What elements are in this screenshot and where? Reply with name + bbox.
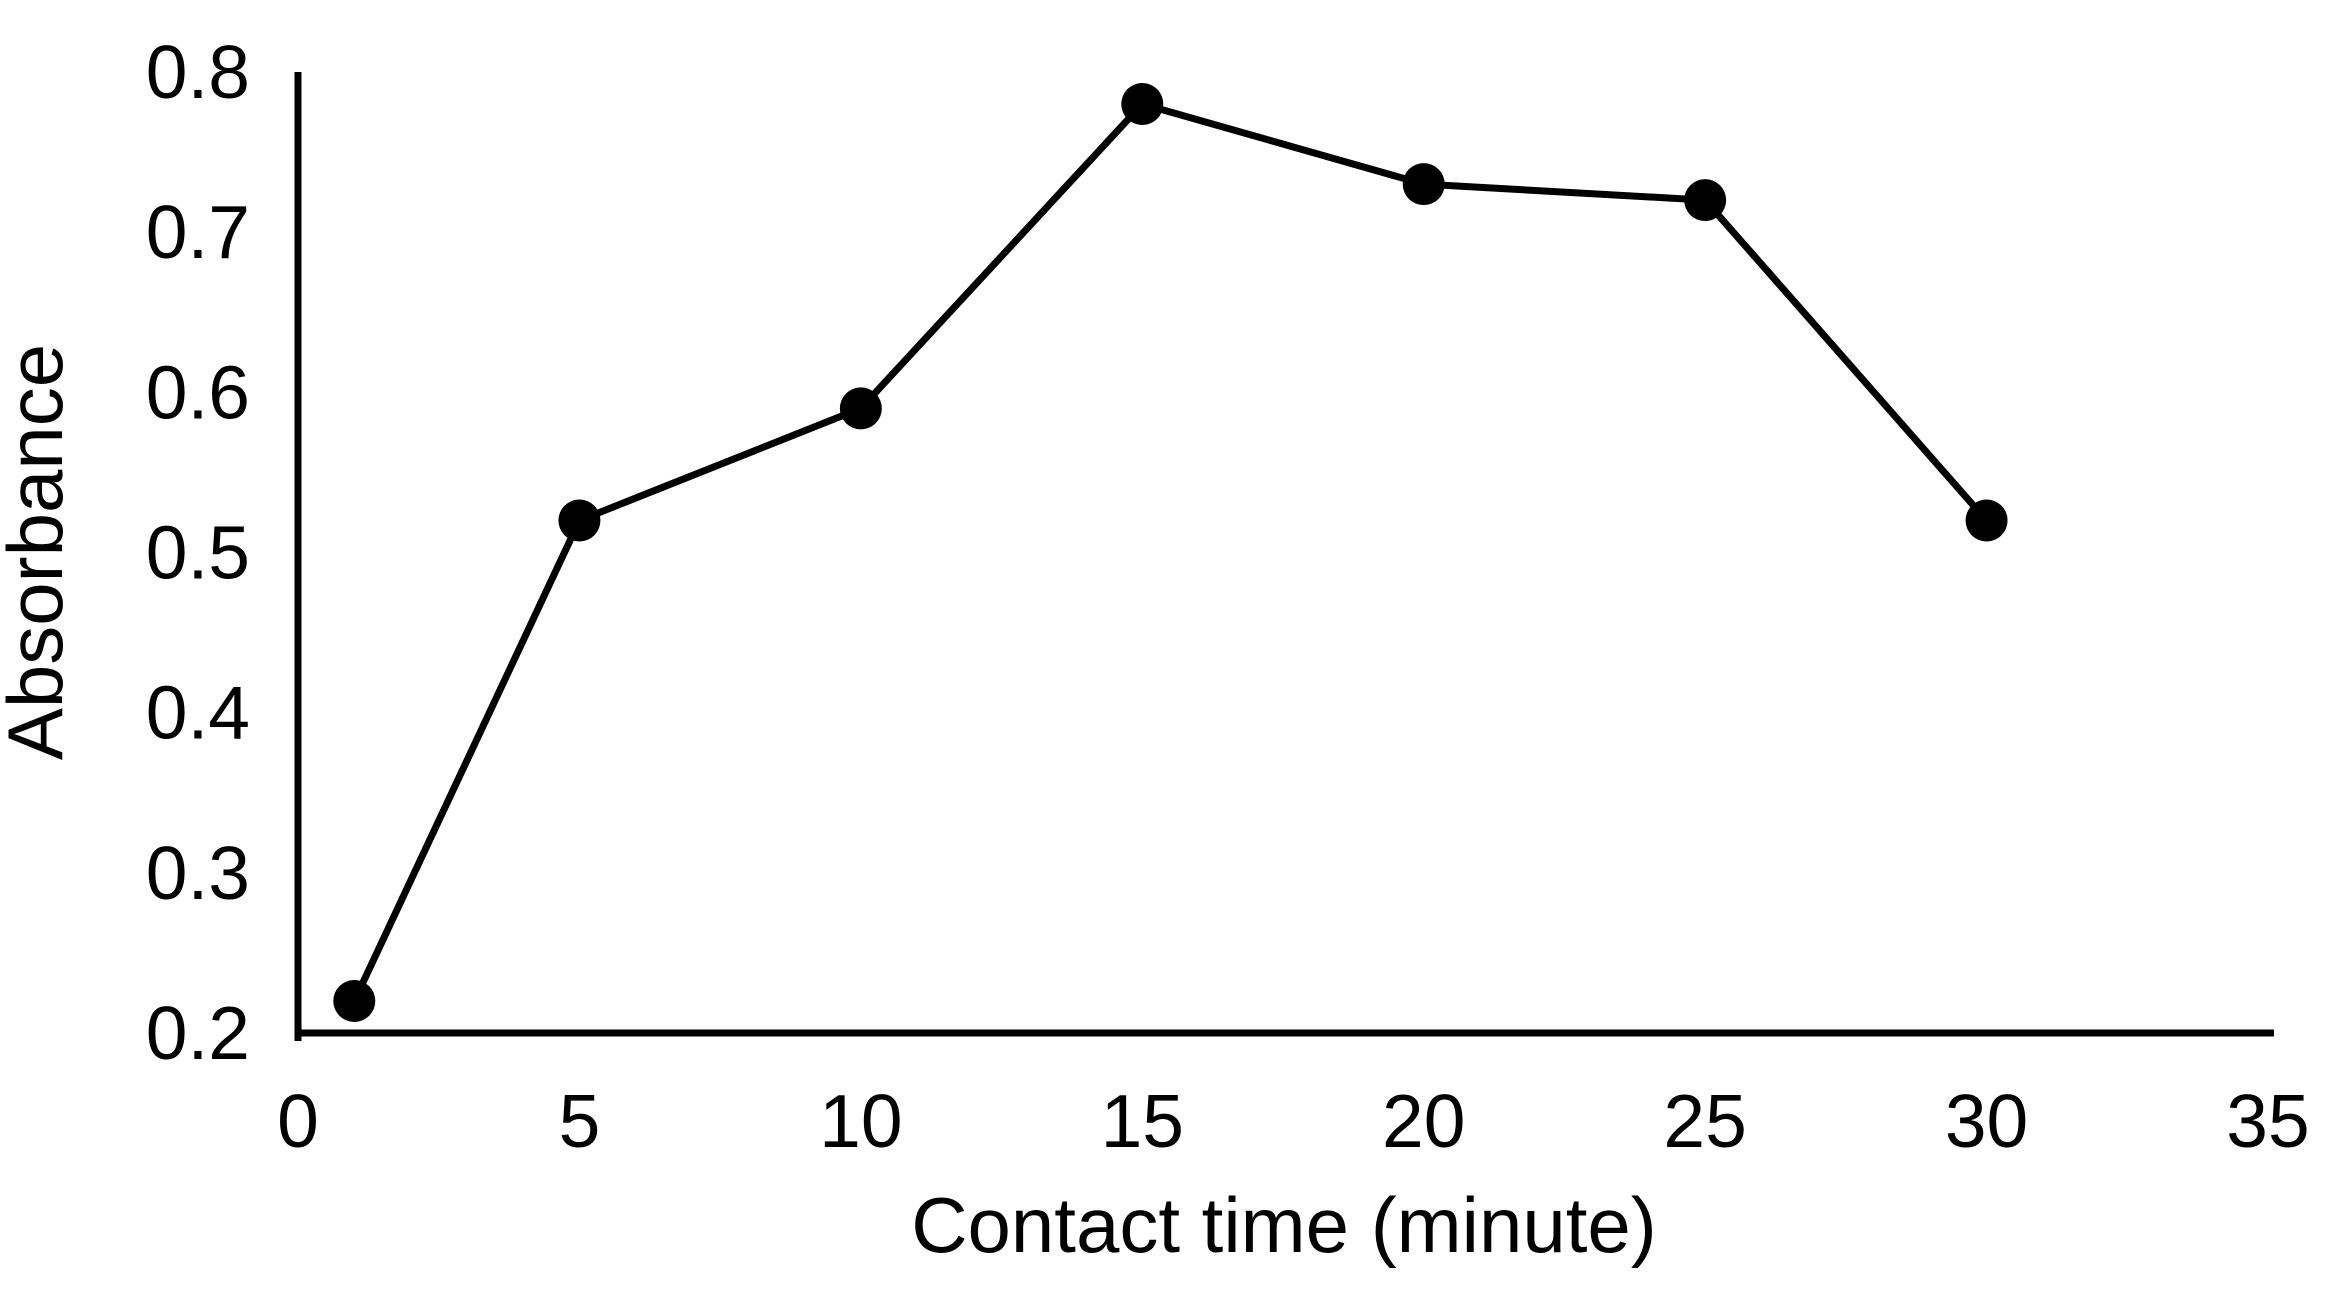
x-tick-label: 25 [1663,1079,1746,1163]
data-point [1684,179,1727,222]
x-tick-label: 15 [1101,1079,1184,1163]
x-tick-label: 35 [2226,1079,2309,1163]
x-tick-label: 5 [559,1079,601,1163]
y-tick-label: 0.7 [146,190,250,274]
x-tick-label: 20 [1382,1079,1465,1163]
data-series [333,83,2008,1022]
y-tick-label: 0.4 [146,671,250,755]
y-tick-label: 0.8 [146,30,250,114]
series-line [350,100,1991,1005]
y-tick-label: 0.5 [146,511,250,595]
y-tick-label: 0.6 [146,350,250,434]
data-point [558,499,601,542]
data-point [839,387,882,430]
data-point [333,979,376,1022]
data-point [1402,163,1445,206]
x-tick-label: 30 [1945,1079,2028,1163]
x-tick-label: 0 [277,1079,319,1163]
y-axis-title: Absorbance [0,344,79,760]
y-tick-label: 0.3 [146,831,250,915]
x-tick-label: 10 [819,1079,902,1163]
x-axis-tick-labels: 0 5 10 15 20 25 30 35 [277,1079,2310,1163]
x-axis-title: Contact time (minute) [911,1181,1657,1269]
y-axis-tick-labels: 0.2 0.3 0.4 0.5 0.6 0.7 0.8 [146,30,250,1075]
y-tick-label: 0.2 [146,991,250,1075]
data-point [1121,83,1164,126]
data-point [1965,499,2008,542]
